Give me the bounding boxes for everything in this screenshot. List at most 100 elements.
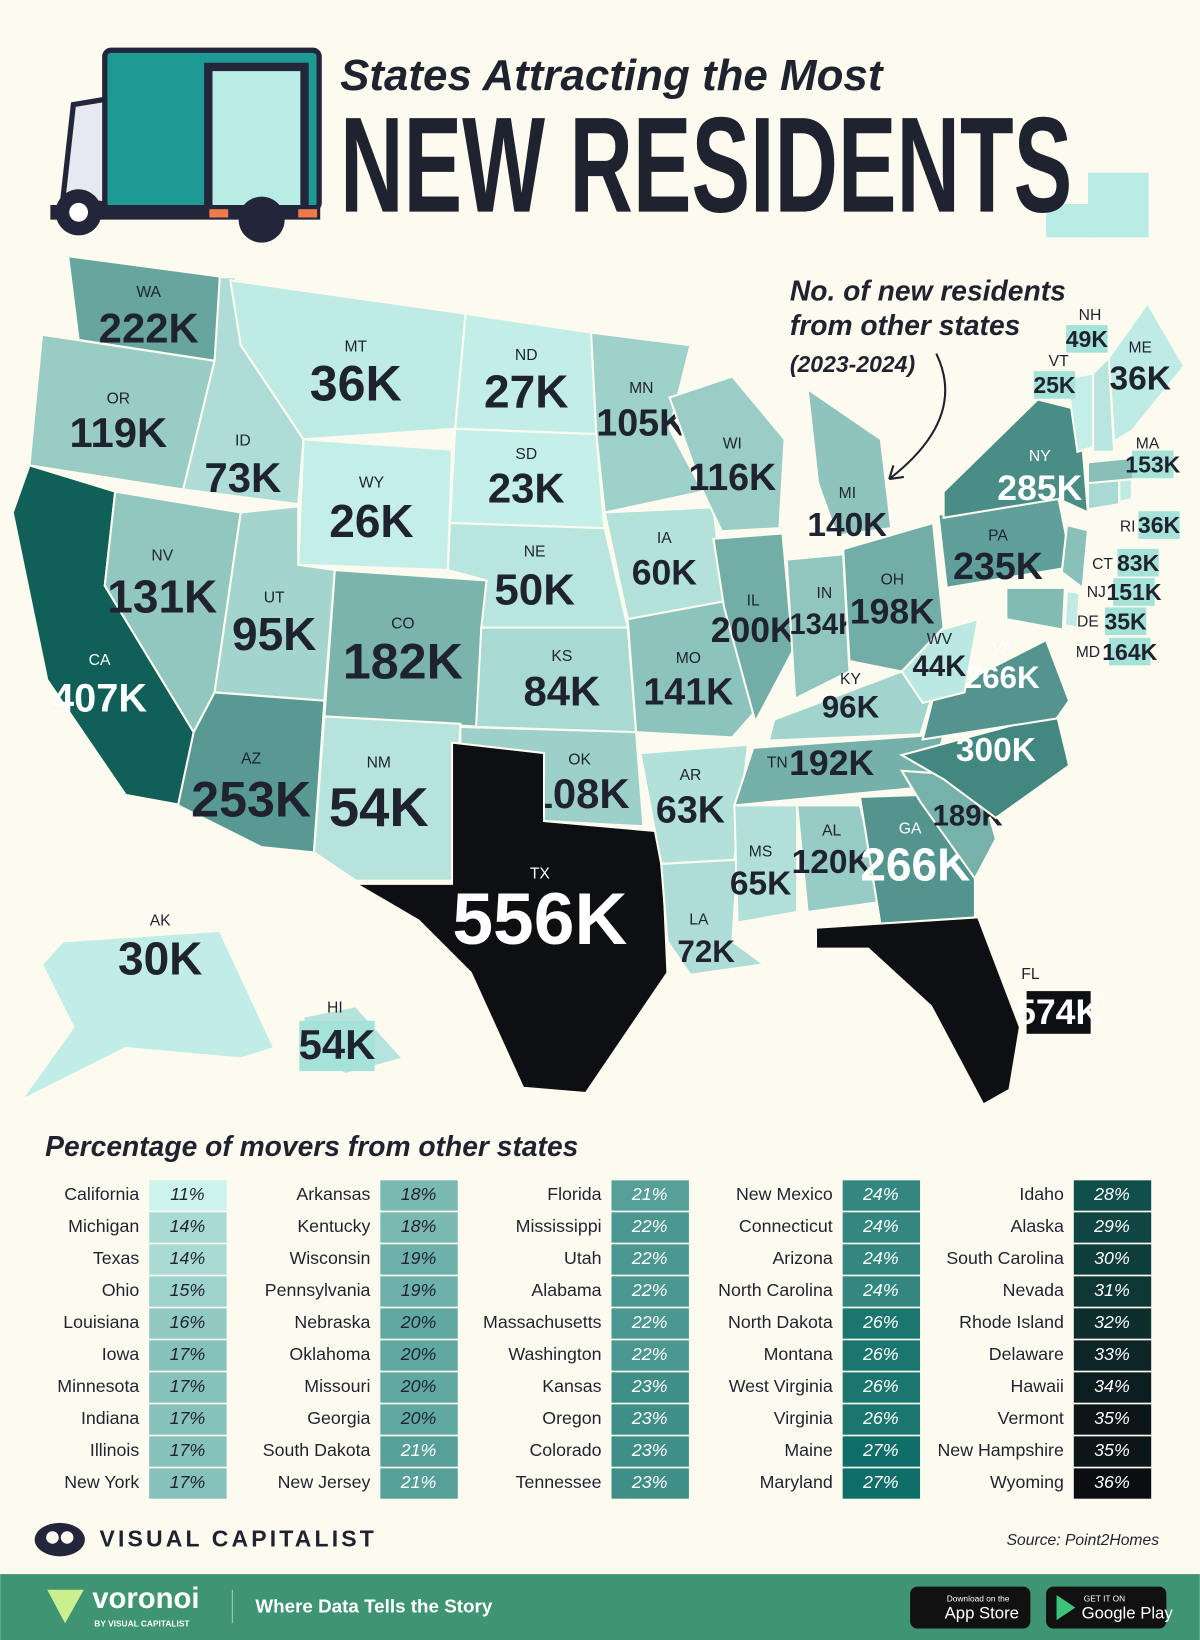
state-abbr: NJ [1087,584,1106,601]
state-shape [668,375,786,533]
state-name: Wyoming [990,1472,1064,1492]
app-store-button[interactable] [910,1586,1031,1629]
state-value: 25K [1033,372,1076,398]
state-value: 266K [965,660,1040,695]
pct-value: 14% [170,1216,206,1236]
value-box [1132,450,1174,479]
pct-value: 21% [400,1440,437,1460]
pct-value: 22% [631,1280,668,1300]
table-title: Percentage of movers from other states [45,1130,578,1162]
state-name: New Mexico [736,1184,833,1204]
state-value: 200K [711,610,796,650]
state-abbr: MO [676,650,701,667]
state-shape [1092,355,1116,453]
title: NEW RESIDENTS [340,89,1072,241]
pct-value: 19% [401,1248,437,1268]
pct-cell [148,1435,228,1468]
state-value: 116K [688,456,776,498]
voronoi-icon [47,1589,84,1624]
subtitle: States Attracting the Most [340,51,885,100]
value-box [1117,548,1159,577]
state-value: 50K [494,566,575,615]
pct-value: 35% [1094,1440,1130,1460]
state-value: 72K [677,934,735,969]
state-value: 222K [99,305,199,352]
pct-value: 20% [400,1376,437,1396]
state-name: Delaware [989,1344,1064,1364]
state-shape [767,670,938,742]
state-name: Arkansas [296,1184,370,1204]
pct-cell [841,1243,922,1276]
state-shape [229,279,467,441]
pct-cell [148,1467,228,1500]
state-value: 164K [1102,639,1157,665]
pct-cell [148,1307,228,1340]
pct-cell [841,1211,922,1244]
pct-value: 29% [1093,1216,1130,1236]
state-abbr: NH [1079,307,1102,324]
pct-value: 23% [631,1440,668,1460]
state-abbr: CT [1092,556,1113,573]
state-abbr: VA [992,640,1012,657]
state-name: Maryland [760,1472,833,1492]
logo-sub: BY VISUAL CAPITALIST [94,1619,190,1629]
pct-cell [379,1371,459,1404]
value-box [1033,371,1076,399]
state-name: Arizona [772,1248,832,1268]
pct-value: 19% [401,1280,437,1300]
vc-logo [34,1522,85,1557]
pct-cell [610,1371,690,1404]
state-name: Wisconsin [289,1248,370,1268]
state-abbr: MS [749,844,773,861]
pct-cell [148,1339,228,1372]
pct-value: 21% [631,1184,668,1204]
pct-value: 17% [170,1472,206,1492]
play-icon [1056,1595,1076,1621]
state-name: Nevada [1003,1280,1064,1300]
pct-value: 24% [862,1216,899,1236]
state-value: 54K [329,777,429,838]
state-name: New Jersey [278,1472,371,1492]
state-abbr: MN [629,380,653,397]
state-value: 36K [310,355,402,411]
state-shape [814,916,1022,1106]
pct-cell [1072,1211,1153,1244]
state-name: Nebraska [294,1312,370,1332]
pct-cell [379,1179,459,1212]
pct-value: 27% [862,1440,899,1460]
state-name: New Hampshire [937,1440,1063,1460]
state-value: 407K [52,676,147,720]
state-shape [806,386,893,537]
pct-value: 26% [862,1312,899,1332]
percentage-table: California 11% Michigan 14% Texas 14% Ohio 15% L… [57,1179,1153,1500]
state-value: 556K [452,878,627,960]
state-shape [1118,476,1133,504]
pct-cell [841,1339,922,1372]
state-name: Louisiana [63,1312,139,1332]
state-name: Iowa [102,1344,140,1364]
google-play-button[interactable] [1046,1586,1167,1629]
pct-value: 32% [1094,1312,1130,1332]
state-name: Tennessee [516,1472,602,1492]
state-abbr: PA [988,528,1008,545]
pct-cell [610,1275,690,1308]
state-abbr: MD [1076,644,1100,661]
pct-value: 15% [170,1280,206,1300]
state-abbr: UT [264,589,285,606]
pct-cell [148,1371,228,1404]
pct-value: 22% [631,1248,668,1268]
pct-cell [610,1467,690,1500]
state-value: 54K [299,1021,376,1068]
state-value: 192K [789,743,874,783]
pct-value: 16% [170,1312,206,1332]
state-shape [785,553,851,701]
state-shape [858,793,977,928]
value-box [1138,511,1180,539]
state-name: South Carolina [946,1248,1064,1268]
pct-value: 35% [1094,1408,1130,1428]
arrow-head [888,465,904,481]
state-abbr: MI [839,485,856,502]
pct-value: 27% [862,1472,899,1492]
state-value: 253K [191,772,311,828]
